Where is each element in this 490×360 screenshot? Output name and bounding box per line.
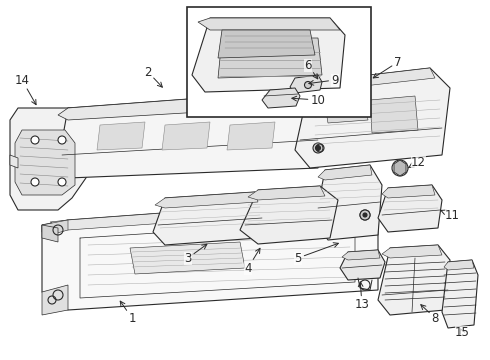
Polygon shape (198, 18, 340, 30)
Polygon shape (248, 186, 325, 200)
Polygon shape (290, 75, 322, 93)
Polygon shape (227, 122, 275, 150)
Text: 1: 1 (120, 301, 136, 324)
Text: 12: 12 (408, 156, 425, 168)
Circle shape (395, 163, 405, 173)
Polygon shape (130, 242, 245, 274)
Circle shape (31, 136, 39, 144)
Polygon shape (42, 285, 68, 315)
Circle shape (360, 210, 370, 220)
Polygon shape (97, 122, 145, 150)
Text: 4: 4 (244, 248, 260, 274)
Text: 6: 6 (304, 59, 318, 79)
Polygon shape (315, 165, 382, 240)
Polygon shape (50, 200, 348, 230)
Polygon shape (42, 200, 378, 310)
Text: 7: 7 (373, 55, 402, 78)
Polygon shape (155, 192, 258, 208)
Polygon shape (153, 192, 268, 245)
Text: 9: 9 (309, 73, 339, 86)
FancyBboxPatch shape (187, 7, 371, 117)
Circle shape (58, 136, 66, 144)
Polygon shape (342, 250, 380, 260)
Polygon shape (318, 165, 372, 180)
Polygon shape (42, 225, 58, 242)
Polygon shape (58, 90, 318, 120)
Text: 13: 13 (355, 282, 369, 311)
Circle shape (392, 160, 408, 176)
Text: 2: 2 (144, 66, 162, 87)
Polygon shape (10, 108, 88, 210)
Text: 10: 10 (292, 94, 325, 107)
Circle shape (313, 143, 323, 153)
Polygon shape (382, 245, 442, 258)
Polygon shape (378, 185, 442, 232)
Circle shape (363, 213, 367, 217)
Circle shape (304, 81, 312, 89)
Polygon shape (162, 122, 210, 150)
Polygon shape (42, 220, 68, 235)
Polygon shape (240, 186, 338, 244)
Polygon shape (218, 30, 315, 58)
Polygon shape (444, 260, 474, 270)
Text: 5: 5 (294, 243, 339, 265)
Polygon shape (370, 96, 418, 133)
Polygon shape (340, 250, 385, 280)
Text: 8: 8 (421, 305, 439, 324)
Text: 15: 15 (455, 325, 469, 338)
Circle shape (58, 178, 66, 186)
Polygon shape (300, 68, 435, 92)
Polygon shape (15, 130, 75, 195)
Polygon shape (442, 260, 478, 328)
Polygon shape (308, 90, 328, 168)
Polygon shape (218, 38, 322, 78)
Polygon shape (192, 18, 345, 92)
Polygon shape (295, 68, 450, 168)
Polygon shape (394, 160, 406, 176)
Text: 14: 14 (15, 73, 36, 105)
Polygon shape (325, 102, 368, 123)
Polygon shape (58, 90, 328, 178)
Circle shape (316, 145, 320, 150)
Text: 11: 11 (441, 208, 460, 221)
Polygon shape (10, 155, 18, 168)
Circle shape (31, 178, 39, 186)
Text: 3: 3 (184, 244, 207, 265)
Polygon shape (262, 88, 300, 108)
Polygon shape (378, 245, 450, 315)
Polygon shape (382, 185, 435, 198)
